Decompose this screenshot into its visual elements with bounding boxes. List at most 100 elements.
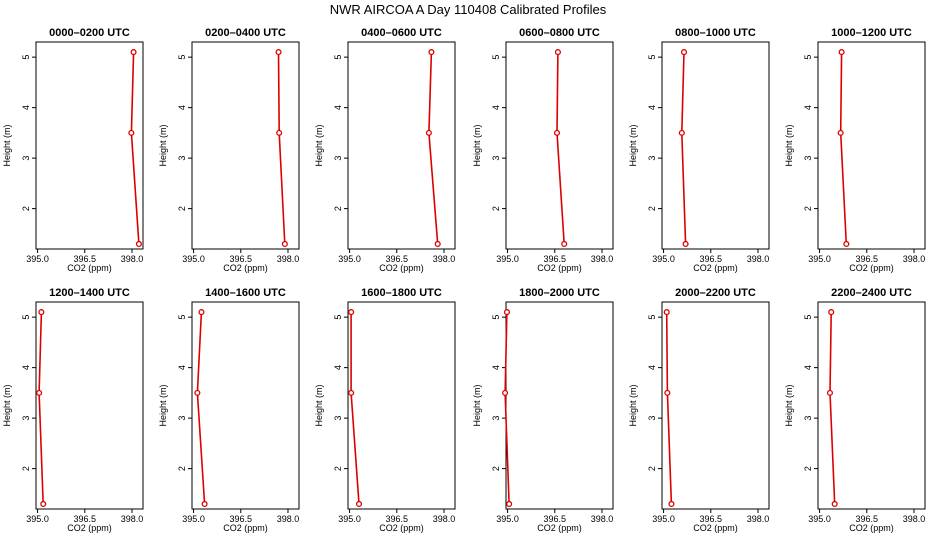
y-tick-label: 3 [803, 416, 813, 421]
plot-frame [661, 41, 770, 250]
plot-frame [505, 41, 614, 250]
series-line [350, 312, 360, 505]
y-tick-label: 2 [803, 206, 813, 211]
data-point [201, 500, 208, 508]
panel-title: 0400–0600 UTC [361, 27, 442, 39]
data-point [135, 240, 142, 248]
data-point [38, 309, 45, 316]
x-tick-label: 395.0 [26, 254, 49, 264]
data-point [554, 49, 561, 56]
x-tick-label: 398.0 [591, 254, 614, 264]
y-tick-label: 3 [491, 416, 501, 421]
data-point [425, 129, 432, 136]
x-axis-label: CO2 (ppm) [849, 263, 894, 273]
data-point [434, 240, 441, 248]
panel-title: 1600–1800 UTC [361, 287, 442, 299]
series-line [38, 312, 44, 505]
y-tick-label: 3 [21, 156, 31, 161]
series-line [556, 52, 565, 245]
panel-title: 1200–1400 UTC [49, 287, 130, 299]
y-tick-label: 5 [21, 315, 31, 320]
panel-9: 1800–2000 UTC 395.0 396.5 398.0 2 3 4 5 CO2 (ppm… [472, 287, 614, 533]
series-line [665, 312, 673, 505]
series-line [277, 52, 286, 245]
panels-grid: 0000–0200 UTC 395.0 396.5 398.0 2 3 4 5 CO2 (ppm… [2, 27, 926, 533]
panel-7: 1400–1600 UTC 395.0 396.5 398.0 2 3 4 5 CO2 (ppm… [158, 287, 300, 533]
panel-8: 1600–1800 UTC 395.0 396.5 398.0 2 3 4 5 CO2 (ppm… [314, 287, 456, 533]
x-axis-label: CO2 (ppm) [379, 523, 424, 533]
y-tick-label: 3 [333, 416, 343, 421]
panel-3: 0600–0800 UTC 395.0 396.5 398.0 2 3 4 5 CO2 (ppm… [472, 27, 614, 273]
plot-frame [347, 41, 456, 250]
x-axis-label: CO2 (ppm) [223, 263, 268, 273]
panel-title: 2200–2400 UTC [831, 287, 912, 299]
y-axis-label: Height (m) [314, 384, 324, 426]
data-point [843, 240, 850, 248]
y-tick-label: 3 [177, 156, 187, 161]
y-tick-label: 3 [647, 156, 657, 161]
data-point [281, 240, 288, 248]
x-tick-label: 395.0 [182, 514, 205, 524]
y-axis-label: Height (m) [628, 384, 638, 426]
x-tick-label: 395.0 [338, 254, 361, 264]
y-tick-label: 2 [177, 466, 187, 471]
x-axis-label: CO2 (ppm) [537, 263, 582, 273]
x-axis-label: CO2 (ppm) [693, 523, 738, 533]
x-tick-label: 396.5 [386, 254, 409, 264]
data-point [128, 129, 135, 136]
x-tick-label: 395.0 [496, 514, 519, 524]
data-point [838, 49, 845, 56]
data-point [826, 389, 834, 396]
series-line [130, 52, 140, 245]
x-tick-label: 396.5 [544, 254, 567, 264]
panel-11: 2200–2400 UTC 395.0 396.5 398.0 2 3 4 5 CO2 (ppm… [784, 287, 926, 533]
plot-frame [35, 301, 144, 510]
panel-title: 0200–0400 UTC [205, 27, 286, 39]
y-axis-label: Height (m) [158, 124, 168, 166]
data-point [561, 240, 568, 248]
panel-1: 0200–0400 UTC 395.0 396.5 398.0 2 3 4 5 CO2 (ppm… [158, 27, 300, 273]
x-tick-label: 395.0 [26, 514, 49, 524]
panel-0: 0000–0200 UTC 395.0 396.5 398.0 2 3 4 5 CO2 (ppm… [2, 27, 144, 273]
x-tick-label: 396.5 [230, 254, 253, 264]
data-point [130, 49, 137, 56]
y-tick-label: 4 [647, 105, 657, 110]
y-tick-label: 5 [21, 55, 31, 60]
y-tick-label: 5 [647, 55, 657, 60]
y-tick-label: 2 [647, 206, 657, 211]
x-tick-label: 398.0 [433, 254, 456, 264]
y-axis-label: Height (m) [2, 124, 12, 166]
panel-title: 0800–1000 UTC [675, 27, 756, 39]
data-point [355, 500, 363, 508]
data-point [837, 129, 844, 136]
data-point [502, 389, 509, 396]
y-tick-label: 5 [333, 315, 343, 320]
x-tick-label: 396.5 [856, 254, 879, 264]
panel-title: 1800–2000 UTC [519, 287, 600, 299]
y-tick-label: 5 [177, 315, 187, 320]
x-tick-label: 395.0 [652, 254, 675, 264]
x-tick-label: 398.0 [433, 514, 456, 524]
panel-4: 0800–1000 UTC 395.0 396.5 398.0 2 3 4 5 CO2 (ppm… [628, 27, 770, 273]
y-axis-label: Height (m) [784, 124, 794, 166]
x-axis-label: CO2 (ppm) [537, 523, 582, 533]
x-tick-label: 398.0 [277, 514, 300, 524]
y-tick-label: 2 [491, 466, 501, 471]
data-point [198, 309, 205, 316]
x-tick-label: 395.0 [808, 254, 831, 264]
y-tick-label: 4 [647, 365, 657, 370]
data-point [194, 389, 201, 396]
y-axis-label: Height (m) [314, 124, 324, 166]
data-point [348, 309, 355, 316]
data-point [275, 49, 282, 56]
y-tick-label: 2 [491, 206, 501, 211]
y-tick-label: 5 [333, 55, 343, 60]
x-tick-label: 396.5 [230, 514, 253, 524]
panel-10: 2000–2200 UTC 395.0 396.5 398.0 2 3 4 5 CO2 (ppm… [628, 287, 770, 533]
y-tick-label: 2 [333, 206, 343, 211]
y-axis-label: Height (m) [628, 124, 638, 166]
x-axis-label: CO2 (ppm) [223, 523, 268, 533]
panel-2: 0400–0600 UTC 395.0 396.5 398.0 2 3 4 5 CO2 (ppm… [314, 27, 456, 273]
data-point [553, 129, 561, 136]
